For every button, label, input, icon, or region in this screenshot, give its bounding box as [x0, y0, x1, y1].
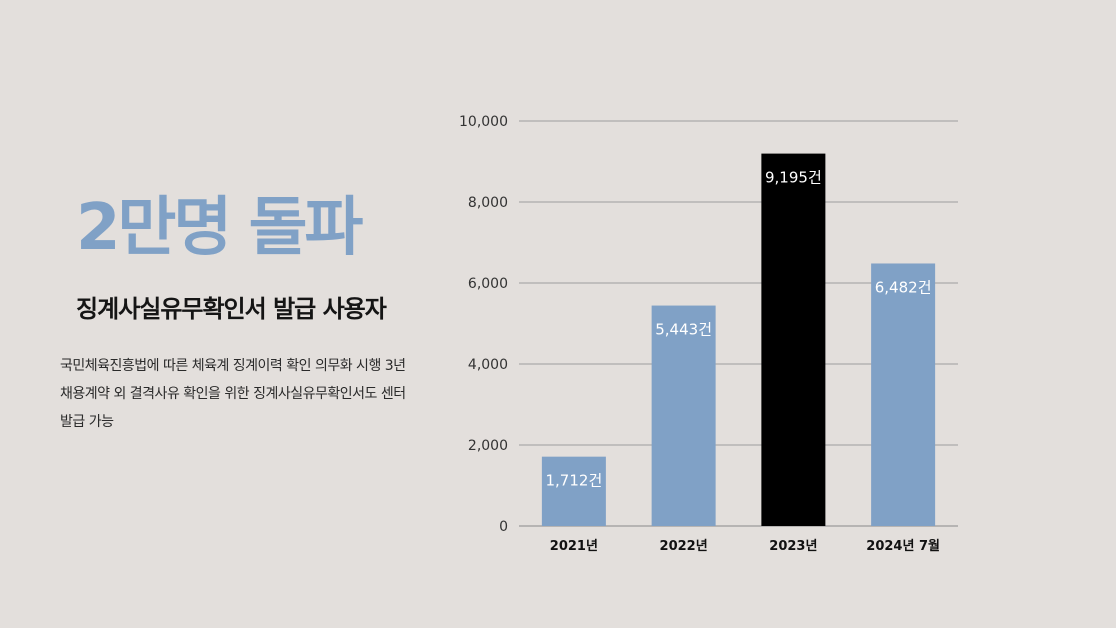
- y-tick-label: 8,000: [468, 195, 508, 211]
- y-tick-label: 10,000: [459, 114, 508, 130]
- description-line: 채용계약 외 결격사유 확인을 위한 징계사실유무확인서도 센터: [60, 386, 406, 402]
- description-line: 발급 가능: [60, 414, 114, 430]
- x-tick-label: 2021년: [550, 539, 598, 554]
- y-tick-label: 4,000: [468, 357, 508, 373]
- bar: [541, 456, 606, 526]
- description: 국민체육진흥법에 따른 체육계 징계이력 확인 의무화 시행 3년 채용계약 외…: [60, 352, 450, 436]
- subheadline: 징계사실유무확인서 발급 사용자: [76, 295, 387, 323]
- x-tick-label: 2024년 7월: [866, 538, 940, 554]
- bar: [871, 263, 936, 526]
- bar: [761, 153, 826, 527]
- headline: 2만명 돌파: [76, 191, 363, 265]
- data-label: 1,712건: [546, 472, 603, 490]
- x-tick-label: 2022년: [660, 539, 708, 554]
- data-label: 6,482건: [875, 278, 932, 296]
- data-label: 5,443건: [655, 321, 712, 339]
- y-tick-label: 6,000: [468, 276, 508, 292]
- bar: [651, 305, 716, 526]
- data-label: 9,195건: [765, 169, 822, 187]
- x-tick-label: 2023년: [769, 539, 817, 554]
- y-tick-label: 2,000: [468, 438, 508, 454]
- description-line: 국민체육진흥법에 따른 체육계 징계이력 확인 의무화 시행 3년: [60, 358, 406, 374]
- y-tick-label: 0: [499, 519, 508, 535]
